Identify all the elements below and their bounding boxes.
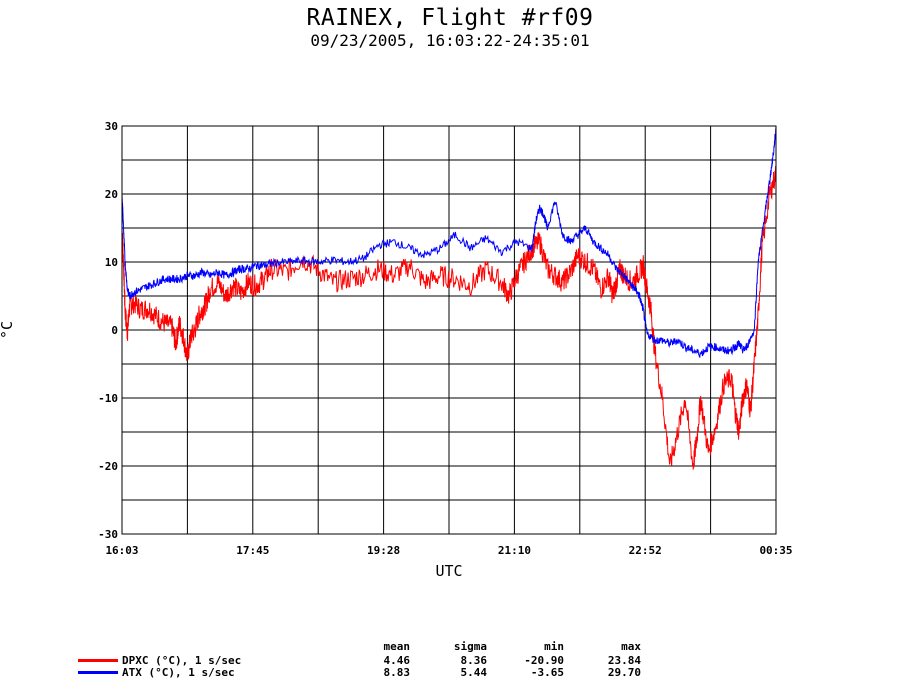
- plot-frame: [121, 125, 777, 535]
- x-tick-label: 21:10: [498, 544, 531, 557]
- y-tick-label: 10: [105, 256, 118, 269]
- chart-subtitle: 09/23/2005, 16:03:22-24:35:01: [310, 31, 590, 50]
- y-tick-label: 0: [111, 324, 118, 337]
- y-tick-label: 20: [105, 188, 118, 201]
- x-tick-label: 19:28: [367, 544, 400, 557]
- series-line-dpxc: [121, 165, 777, 470]
- x-axis-label: UTC: [435, 562, 462, 580]
- x-axis-ticks: 16:03 17:45 19:28 21:10 22:52 00:35: [105, 544, 792, 557]
- y-axis-ticks: -30 -20 -10 0 10 20 30: [98, 120, 118, 541]
- chart-title: RAINEX, Flight #rf09: [306, 5, 594, 31]
- x-tick-label: 17:45: [236, 544, 269, 557]
- data-series: [121, 126, 777, 470]
- series-line-atx: [121, 126, 777, 359]
- y-tick-label: -30: [98, 528, 118, 541]
- y-tick-label: -20: [98, 460, 118, 473]
- y-tick-label: 30: [105, 120, 118, 133]
- x-tick-label: 22:52: [629, 544, 662, 557]
- y-axis-label: °C: [0, 321, 16, 339]
- y-tick-label: -10: [98, 392, 118, 405]
- grid-lines: [122, 126, 776, 534]
- x-tick-label: 00:35: [759, 544, 792, 557]
- x-tick-label: 16:03: [105, 544, 138, 557]
